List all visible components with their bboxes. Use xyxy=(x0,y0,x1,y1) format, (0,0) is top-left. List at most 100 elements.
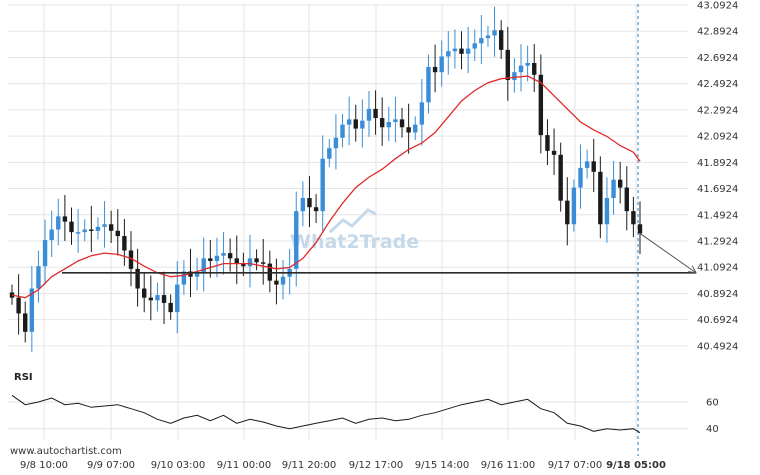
candle-body xyxy=(175,284,180,313)
candle-body xyxy=(492,30,497,36)
candle-body xyxy=(472,43,477,49)
candle-body xyxy=(168,302,173,313)
candle-body xyxy=(512,72,517,81)
rsi-label: RSI xyxy=(14,372,33,383)
candle-body xyxy=(142,288,147,298)
watermark-text: What2Trade xyxy=(290,231,419,253)
y-tick-label: 42.6924 xyxy=(697,53,738,64)
candle-body xyxy=(135,268,140,289)
candle-body xyxy=(29,288,35,332)
candle-body xyxy=(254,258,259,263)
rsi-tick-label: 60 xyxy=(706,398,719,409)
y-tick-label: 40.8924 xyxy=(697,289,738,300)
candle-body xyxy=(604,198,610,225)
candle-body xyxy=(419,102,425,125)
candle-body xyxy=(479,38,484,44)
candle-body xyxy=(446,51,451,57)
candle-body xyxy=(598,171,603,225)
y-tick-label: 41.6924 xyxy=(697,184,738,195)
candle-body xyxy=(161,295,167,303)
candle-body xyxy=(313,207,319,212)
grid-lines xyxy=(8,4,688,456)
rsi-tick-label: 40 xyxy=(706,424,719,435)
candle-body xyxy=(75,232,81,234)
candle-body xyxy=(148,297,154,301)
candle-body xyxy=(340,124,345,138)
y-tick-label: 41.0924 xyxy=(697,263,738,274)
candle-body xyxy=(320,158,325,212)
candle-body xyxy=(558,154,563,201)
moving-average xyxy=(11,75,641,299)
candle-body xyxy=(155,295,160,301)
x-tick-label: 9/11 00:00 xyxy=(217,460,271,471)
candle-body xyxy=(452,48,458,52)
candle-body xyxy=(294,211,299,269)
projection-arrow xyxy=(639,233,697,274)
candle-body xyxy=(16,297,21,314)
y-tick-label: 41.2924 xyxy=(697,236,738,247)
candle-body xyxy=(128,250,134,269)
y-tick-label: 41.8924 xyxy=(697,158,738,169)
candle-body xyxy=(459,48,464,54)
x-tick-label: 9/17 07:00 xyxy=(548,460,602,471)
candle-body xyxy=(234,258,239,264)
candle-body xyxy=(525,63,530,66)
y-tick-label: 43.0924 xyxy=(697,0,738,11)
candle-body xyxy=(360,120,365,129)
y-tick-label: 40.6924 xyxy=(697,315,738,326)
candle-body xyxy=(631,211,636,225)
candle-body xyxy=(201,258,206,273)
candle-body xyxy=(346,119,352,125)
x-tick-label: 9/15 14:00 xyxy=(415,460,469,471)
candle-body xyxy=(366,108,372,121)
candle-body xyxy=(9,292,15,298)
candle-body xyxy=(194,272,200,277)
candle-body xyxy=(102,224,107,227)
candle-body xyxy=(399,119,405,128)
candle-body xyxy=(578,167,583,188)
x-tick-label: 9/16 11:00 xyxy=(481,460,535,471)
candle-body xyxy=(280,276,286,285)
candle-body xyxy=(406,127,411,133)
candle-body xyxy=(373,108,378,119)
candle-body xyxy=(89,229,94,232)
candle-body xyxy=(23,313,28,332)
candle-body xyxy=(181,271,187,285)
candle-body xyxy=(379,118,385,128)
credit-text: www.autochartist.com xyxy=(10,446,122,457)
candle-body xyxy=(208,258,213,261)
y-tick-label: 40.4924 xyxy=(697,341,738,352)
rsi-line xyxy=(11,394,641,434)
candle-body xyxy=(327,148,332,159)
candle-body xyxy=(108,224,114,231)
candle-body xyxy=(432,66,438,73)
candle-body xyxy=(247,258,253,267)
candle-body xyxy=(532,63,537,75)
candle-body xyxy=(565,200,570,225)
watermark: What2Trade xyxy=(290,208,419,253)
candle-body xyxy=(353,119,358,129)
projection-line xyxy=(639,233,697,274)
candle-body xyxy=(300,198,306,212)
candle-body xyxy=(333,137,339,149)
candle-body xyxy=(241,263,246,267)
x-tick-label: 9/12 17:00 xyxy=(349,460,403,471)
ma-line xyxy=(11,75,641,299)
price-candles xyxy=(9,6,643,352)
rsi-panel: RSI 60 40 xyxy=(11,372,719,435)
time-axis: 9/8 10:00 9/9 07:00 9/10 03:00 9/11 00:00 9/… xyxy=(20,460,666,471)
candle-body xyxy=(49,229,54,240)
candle-body xyxy=(505,49,510,81)
candle-body xyxy=(393,119,398,122)
candle-body xyxy=(624,187,629,212)
candle-body xyxy=(538,74,544,136)
y-tick-label: 42.4924 xyxy=(697,79,738,90)
y-tick-label: 42.2924 xyxy=(697,105,738,116)
candle-body xyxy=(465,48,471,54)
candle-body xyxy=(274,280,279,285)
candle-body xyxy=(82,229,87,233)
candle-body xyxy=(545,135,550,151)
candle-body xyxy=(413,124,418,133)
candle-body xyxy=(221,253,226,256)
